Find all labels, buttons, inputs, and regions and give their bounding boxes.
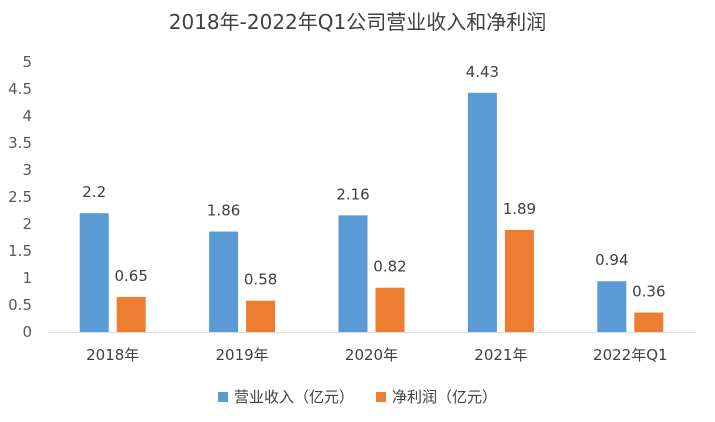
- y-tick-label: 0: [22, 323, 32, 341]
- bar-net-profit: [116, 296, 146, 332]
- bar-revenue: [79, 213, 109, 332]
- bar-revenue: [597, 281, 627, 332]
- y-tick-label: 5: [22, 53, 32, 71]
- data-label-net-profit: 0.82: [373, 258, 406, 276]
- y-tick-label: 4.5: [8, 80, 32, 98]
- y-tick-label: 4: [22, 107, 32, 125]
- chart-legend: 营业收入（亿元） 净利润（亿元）: [0, 386, 715, 407]
- y-tick-label: 2.5: [8, 188, 32, 206]
- y-tick-label: 3: [22, 161, 32, 179]
- bar-revenue: [467, 92, 497, 332]
- legend-swatch-revenue: [217, 391, 228, 402]
- data-label-revenue: 4.43: [466, 63, 499, 81]
- data-label-net-profit: 1.89: [503, 200, 536, 218]
- bar-net-profit: [246, 300, 276, 332]
- bar-net-profit: [634, 312, 664, 332]
- data-label-net-profit: 0.36: [632, 283, 665, 301]
- data-label-net-profit: 0.58: [244, 271, 277, 289]
- legend-item-net-profit: 净利润（亿元）: [376, 386, 497, 407]
- data-label-revenue: 2.2: [82, 183, 106, 201]
- legend-item-revenue: 营业收入（亿元）: [217, 386, 354, 407]
- chart-title: 2018年-2022年Q1公司营业收入和净利润: [168, 10, 547, 34]
- legend-swatch-net-profit: [376, 391, 386, 402]
- data-label-revenue: 0.94: [595, 251, 628, 269]
- data-label-revenue: 2.16: [336, 185, 369, 203]
- y-tick-label: 0.5: [8, 296, 32, 314]
- y-tick-label: 2: [22, 215, 32, 233]
- data-label-net-profit: 0.65: [114, 267, 147, 285]
- legend-label-revenue: 营业收入（亿元）: [233, 388, 354, 406]
- bar-net-profit: [504, 229, 534, 332]
- x-tick-label: 2022年Q1: [593, 346, 668, 364]
- x-tick-label: 2019年: [216, 346, 269, 364]
- bar-revenue: [209, 231, 239, 332]
- bar-revenue: [338, 215, 368, 332]
- x-tick-label: 2020年: [345, 346, 398, 364]
- data-label-revenue: 1.86: [207, 202, 240, 220]
- bar-net-profit: [375, 287, 405, 332]
- legend-label-net-profit: 净利润（亿元）: [392, 388, 498, 406]
- y-tick-label: 1.5: [8, 242, 32, 260]
- y-tick-label: 3.5: [8, 134, 32, 152]
- y-tick-label: 1: [22, 269, 32, 287]
- x-tick-label: 2021年: [474, 346, 527, 364]
- x-tick-label: 2018年: [86, 346, 139, 364]
